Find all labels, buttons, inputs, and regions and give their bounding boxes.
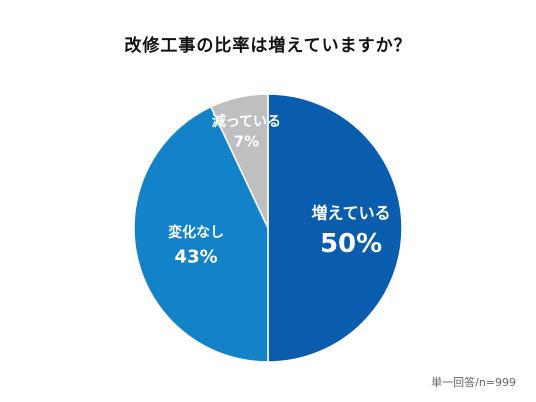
pie-slice-3 <box>209 93 269 229</box>
slice-label-2: 変化なし <box>168 224 224 241</box>
slice-value-3: 7% <box>234 133 259 151</box>
chart-title: 改修工事の比率は増えていますか？ <box>124 36 412 56</box>
slice-label-1: 増えている <box>311 204 390 223</box>
pie-slice-1 <box>267 93 403 363</box>
pie-slice-2 <box>133 105 269 363</box>
slice-value-2: 43% <box>175 246 218 267</box>
pie-labels: 増えている 50% 変化なし 43% 減っている 7% <box>168 113 391 267</box>
pie-slices <box>133 93 403 363</box>
slice-label-3: 減っている <box>212 113 281 130</box>
slice-value-1: 50% <box>320 229 382 259</box>
sample-note: 単一回答/n=999 <box>431 376 516 389</box>
